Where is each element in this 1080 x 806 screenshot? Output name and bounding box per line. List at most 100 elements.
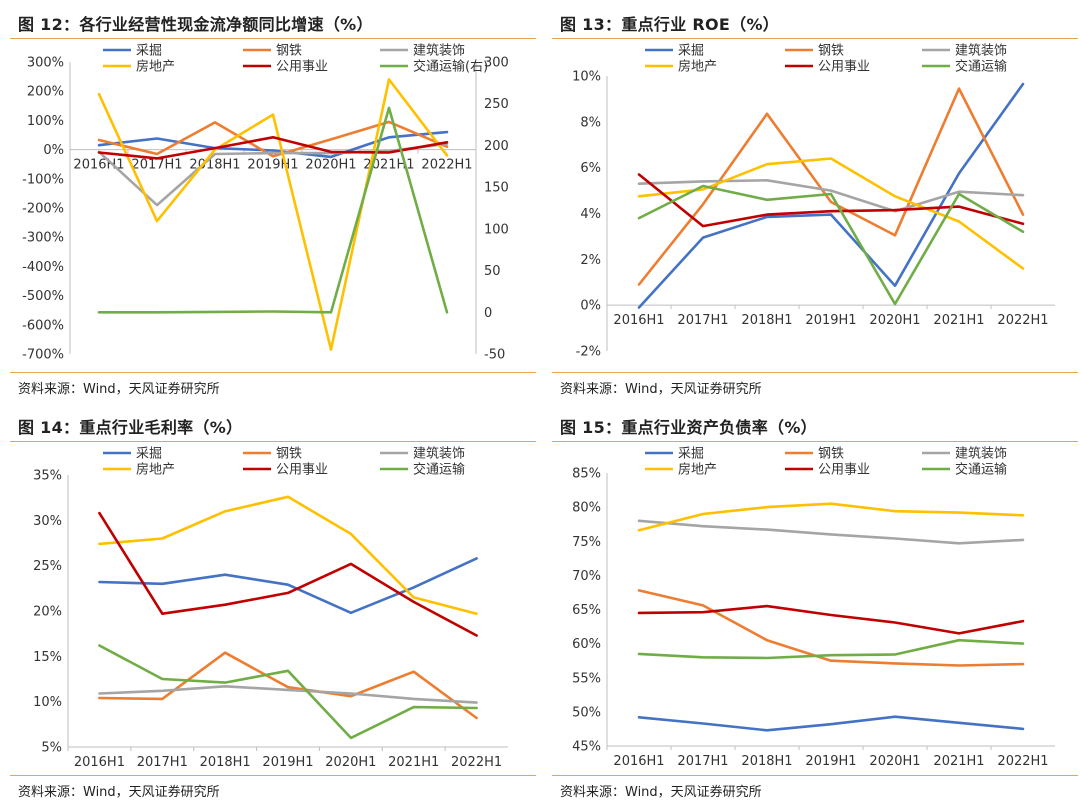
y-tick-label: 30% (33, 514, 62, 529)
series-line-e98787e68e98 (637, 82, 1025, 309)
legend-label: 交通运输 (413, 462, 465, 478)
series-line-e992a2e99381 (97, 120, 449, 158)
source-divider (552, 372, 1078, 373)
title-divider (552, 38, 1078, 39)
y-tick-label: 4% (580, 207, 601, 222)
x-tick-label: 2016H1 (613, 754, 664, 769)
y-tick-label: 45% (572, 740, 601, 755)
title-divider (552, 441, 1078, 442)
legend-label: 公用事业 (276, 463, 328, 478)
y-tick-label: 65% (572, 603, 601, 618)
series-line-e98787e68e98 (97, 130, 449, 159)
y-tick-label: 10% (33, 695, 62, 710)
y-tick-label: 80% (572, 501, 601, 516)
chart-title: 图 14：重点行业毛利率（%） (18, 418, 243, 437)
x-tick-label: 2018H1 (741, 754, 792, 769)
x-tick-label: 2016H1 (613, 313, 664, 328)
line-chart-fig14: 35% 30% 25% 20% 15% 10% 5% 2016H1 2017H1 2018H1 20… (33, 446, 508, 770)
legend-label: 交通运输 (955, 462, 1007, 478)
x-tick-label: 2021H1 (933, 313, 984, 328)
source-divider (10, 372, 536, 373)
source-note: 资料来源：Wind，天风证券研究所 (18, 382, 220, 397)
legend-label: 钢铁 (276, 44, 302, 59)
y2-tick-label: 250 (484, 97, 509, 112)
y-tick-label: 100% (27, 114, 64, 129)
x-tick-label: 2019H1 (247, 158, 298, 173)
x-tick-label: 2020H1 (325, 755, 376, 770)
series-line-e585ace794a8e4ba8be4b89a (637, 604, 1025, 635)
series-line-e5bbbae7ad91e8a385e9a5b0 (637, 519, 1025, 545)
series-line-e4baa4e9809ae8bf90e8be93(e58fb3) (97, 106, 449, 314)
x-tick-label: 2017H1 (677, 313, 728, 328)
legend-label: 建筑装饰 (955, 446, 1007, 462)
legend-label: 房地产 (136, 59, 175, 75)
y-tick-label: -200% (22, 202, 64, 217)
y-tick-label: 200% (27, 85, 64, 100)
line-chart-fig13: 10% 8% 6% 4% 2% 0% -2% 2016H1 2017H1 2018H1 2019H1… (572, 43, 1055, 360)
y-tick-label: 35% (33, 469, 62, 484)
chart-title: 图 13：重点行业 ROE（%） (560, 15, 780, 34)
y-tick-label: -600% (22, 318, 64, 333)
series-line-e5bbbae7ad91e8a385e9a5b0 (637, 179, 1025, 213)
y2-tick-label: -50 (484, 348, 505, 363)
y-tick-label: -100% (22, 172, 64, 187)
series-line-e688bfe59cb0e4baa7 (637, 157, 1025, 270)
y-tick-label: 85% (572, 467, 601, 482)
chart-panel-fig14: 图 14：重点行业毛利率（%） 35% 30% 25% 20% 15% 10% 5% 2016… (8, 403, 538, 806)
x-tick-label: 2021H1 (388, 755, 439, 770)
source-note: 资料来源：Wind，天风证券研究所 (18, 785, 220, 800)
series-line-e585ace794a8e4ba8be4b89a (98, 511, 478, 637)
x-tick-label: 2018H1 (189, 158, 240, 173)
legend-label: 房地产 (136, 462, 175, 478)
y-tick-label: 300% (27, 56, 64, 71)
x-tick-label: 2020H1 (305, 158, 356, 173)
x-tick-label: 2021H1 (363, 158, 414, 173)
y2-tick-label: 50 (484, 264, 501, 279)
line-chart-fig15: 85% 80% 75% 70% 65% 60% 55% 50% 45% 2016H1 2017H1 2… (572, 446, 1055, 769)
y-tick-label: 70% (572, 569, 601, 584)
y2-tick-label: 300 (484, 56, 509, 71)
y-tick-label: 0% (580, 299, 601, 314)
x-tick-label: 2018H1 (200, 755, 251, 770)
source-divider (10, 775, 536, 776)
y2-tick-label: 0 (484, 306, 492, 321)
legend-label: 建筑装饰 (413, 446, 465, 462)
y-tick-label: -400% (22, 260, 64, 275)
y-tick-label: 10% (572, 70, 601, 85)
line-chart-fig12: 300% 200% 100% 0% -100% -200% -300% -400% -500% -… (22, 43, 509, 363)
y-tick-label: 55% (572, 671, 601, 686)
legend-label: 公用事业 (276, 60, 328, 75)
series-line-e585ace794a8e4ba8be4b89a (637, 173, 1025, 228)
series-line-e992a2e99381 (98, 651, 478, 720)
y-tick-label: -500% (22, 289, 64, 304)
legend-label: 钢铁 (276, 447, 302, 462)
y2-tick-label: 100 (484, 222, 509, 237)
y-tick-label: 6% (580, 161, 601, 176)
x-tick-label: 2021H1 (933, 754, 984, 769)
y2-tick-label: 200 (484, 139, 509, 154)
x-tick-label: 2019H1 (262, 755, 313, 770)
x-tick-label: 2022H1 (421, 158, 472, 173)
x-tick-label: 2017H1 (677, 754, 728, 769)
legend-label: 交通运输(右) (413, 59, 488, 75)
title-divider (10, 441, 536, 442)
x-tick-label: 2020H1 (869, 754, 920, 769)
y-tick-label: -300% (22, 231, 64, 246)
source-note: 资料来源：Wind，天风证券研究所 (560, 785, 762, 800)
legend-label: 钢铁 (818, 44, 844, 59)
legend-label: 采掘 (136, 44, 162, 59)
x-tick-label: 2018H1 (741, 313, 792, 328)
legend-label: 采掘 (136, 447, 162, 462)
legend-label: 采掘 (678, 447, 704, 462)
series-line-e688bfe59cb0e4baa7 (97, 78, 449, 351)
legend-label: 房地产 (678, 462, 717, 478)
y-tick-label: 25% (33, 559, 62, 574)
chart-title: 图 15：重点行业资产负债率（%） (560, 418, 817, 437)
series-line-e5bbbae7ad91e8a385e9a5b0 (97, 142, 449, 207)
legend-label: 公用事业 (818, 60, 870, 75)
series-line-e992a2e99381 (637, 87, 1025, 286)
y-tick-label: 50% (572, 705, 601, 720)
x-tick-label: 2017H1 (137, 755, 188, 770)
series-line-e5bbbae7ad91e8a385e9a5b0 (98, 685, 478, 704)
chart-panel-fig13: 图 13：重点行业 ROE（%） 10% 8% 6% 4% 2% 0% -2% 2016H1 2… (550, 0, 1080, 403)
